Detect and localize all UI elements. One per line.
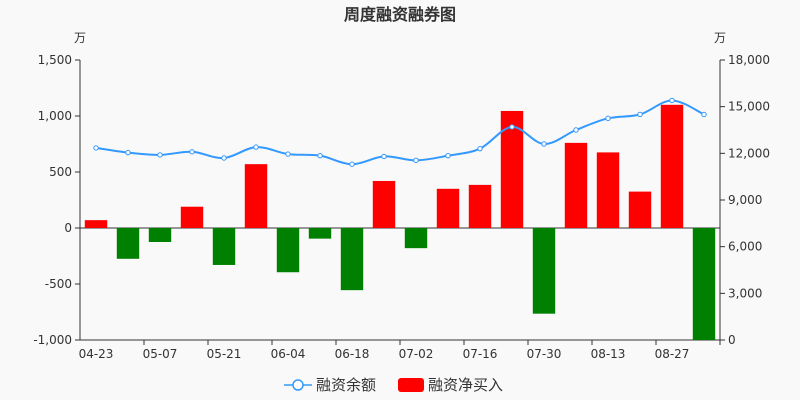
left-tick-label: -1,000 bbox=[33, 333, 72, 347]
line-point bbox=[445, 152, 451, 159]
bar bbox=[212, 228, 236, 265]
line-point bbox=[669, 97, 675, 104]
line-point bbox=[605, 115, 611, 122]
line-point bbox=[701, 111, 707, 118]
line-point bbox=[253, 144, 259, 150]
line-point bbox=[349, 161, 355, 167]
right-tick-label: 12,000 bbox=[728, 146, 770, 160]
bar bbox=[500, 110, 524, 228]
line-point bbox=[509, 124, 515, 130]
chart-title: 周度融资融券图 bbox=[344, 5, 456, 24]
bar bbox=[116, 228, 140, 259]
right-tick-label: 6,000 bbox=[728, 240, 762, 254]
bar bbox=[308, 228, 332, 239]
right-tick-label: 3,000 bbox=[728, 286, 762, 300]
bar bbox=[180, 206, 204, 228]
x-tick-label: 06-04 bbox=[271, 347, 306, 361]
x-tick-label: 07-02 bbox=[399, 347, 434, 361]
line-point bbox=[573, 127, 579, 133]
bar bbox=[340, 228, 364, 291]
bar bbox=[532, 228, 556, 314]
left-tick-label: 1,000 bbox=[38, 109, 72, 123]
legend-bar-swatch bbox=[398, 378, 424, 392]
line-point bbox=[381, 153, 387, 160]
right-tick-label: 0 bbox=[728, 333, 736, 347]
right-tick-label: 18,000 bbox=[728, 53, 770, 67]
line-point bbox=[93, 145, 99, 151]
right-tick-label: 15,000 bbox=[728, 100, 770, 114]
bar bbox=[276, 228, 300, 273]
x-tick-label: 08-13 bbox=[591, 347, 626, 361]
left-tick-label: -500 bbox=[45, 277, 72, 291]
bar-series bbox=[84, 104, 716, 340]
right-tick-label: 9,000 bbox=[728, 193, 762, 207]
line-point bbox=[477, 145, 483, 152]
line-point bbox=[189, 149, 195, 155]
bar bbox=[660, 104, 684, 228]
x-tick-label: 05-21 bbox=[207, 347, 242, 361]
bar bbox=[244, 164, 268, 228]
x-tick-label: 04-23 bbox=[79, 347, 114, 361]
x-tick-label: 05-07 bbox=[143, 347, 178, 361]
left-tick-label: 0 bbox=[64, 221, 72, 235]
line-point bbox=[157, 152, 163, 158]
bar bbox=[628, 191, 652, 228]
line-point bbox=[541, 141, 547, 147]
bar bbox=[436, 188, 460, 228]
line-point bbox=[413, 157, 419, 164]
x-tick-label: 07-16 bbox=[463, 347, 498, 361]
legend: 融资余额 融资净买入 bbox=[284, 376, 503, 394]
bar bbox=[692, 228, 716, 340]
bar bbox=[564, 142, 588, 228]
x-tick-label: 08-27 bbox=[655, 347, 690, 361]
x-tick-label: 06-18 bbox=[335, 347, 370, 361]
bar bbox=[468, 184, 492, 228]
bar bbox=[404, 228, 428, 249]
bar bbox=[596, 152, 620, 228]
bar bbox=[84, 220, 108, 228]
left-tick-label: 1,500 bbox=[38, 53, 72, 67]
line-point bbox=[317, 152, 323, 159]
legend-line-marker bbox=[292, 379, 304, 391]
right-unit-label: 万 bbox=[714, 31, 726, 45]
x-tick-label: 07-30 bbox=[527, 347, 562, 361]
bar bbox=[148, 228, 172, 242]
left-unit-label: 万 bbox=[74, 31, 86, 45]
line-point bbox=[637, 111, 643, 118]
legend-label-bar: 融资净买入 bbox=[428, 376, 503, 394]
line-point bbox=[285, 151, 291, 157]
left-tick-label: 500 bbox=[49, 165, 72, 179]
line-series bbox=[93, 97, 707, 167]
line-point bbox=[125, 149, 131, 156]
bar bbox=[372, 180, 396, 228]
axes: -1,000 -500 0 500 1,000 1,500 0 3,000 6,000 9,000… bbox=[33, 53, 770, 361]
legend-label-line: 融资余额 bbox=[316, 376, 376, 394]
line-point bbox=[221, 155, 227, 161]
